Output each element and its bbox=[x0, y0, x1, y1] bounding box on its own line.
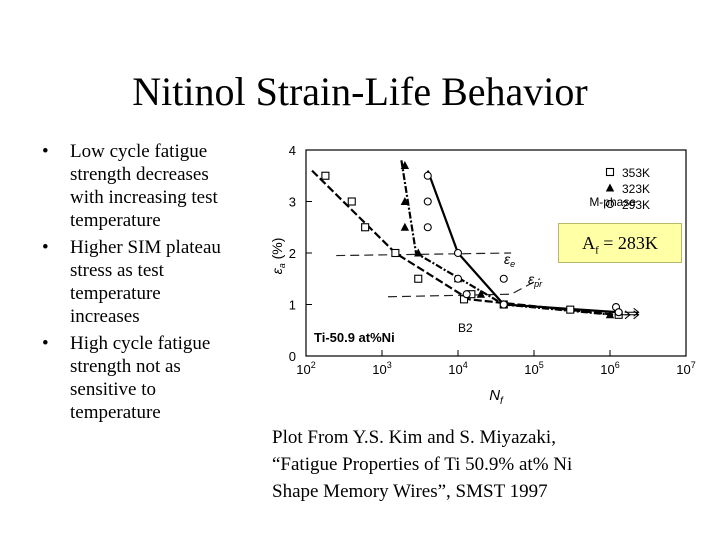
legend-label-323K: 323K bbox=[622, 182, 650, 196]
y-tick-label: 4 bbox=[289, 143, 296, 158]
bullet-text: Low cycle fatigue strength decreases wit… bbox=[70, 141, 218, 231]
af-callout-value: = 283K bbox=[598, 233, 658, 253]
strain-life-chart: 102 103 104 105 106 107 0 1 2 3 4 353K 323K 293K M-p… bbox=[262, 138, 702, 410]
caption-line: Shape Memory Wires”, SMST 1997 bbox=[272, 481, 548, 502]
x-tick-label: 103 bbox=[372, 360, 391, 377]
data-point-353K bbox=[566, 305, 575, 314]
data-point-293K bbox=[614, 308, 623, 317]
x-tick-label: 105 bbox=[524, 360, 543, 377]
slide-title: Nitinol Strain-Life Behavior bbox=[132, 69, 588, 114]
y-axis-label: εa (%) bbox=[269, 238, 287, 275]
data-point-293K bbox=[453, 248, 463, 258]
x-tick-label: 107 bbox=[676, 360, 695, 377]
eps-pr-subscript: pr bbox=[533, 279, 543, 289]
figure-caption: Plot From Y.S. Kim and S. Miyazaki, “Fat… bbox=[272, 424, 702, 505]
data-point-293K bbox=[423, 171, 432, 180]
data-point-293K bbox=[499, 300, 508, 309]
data-point-293K bbox=[453, 274, 463, 283]
bullet-item: • High cycle fatigue strength not as sens… bbox=[42, 332, 232, 424]
reference-line-eps_e bbox=[336, 252, 512, 257]
bullet-text: Higher SIM plateau stress as test temper… bbox=[70, 237, 221, 327]
y-axis-label-main: ε bbox=[269, 267, 285, 274]
data-point-353K bbox=[414, 274, 423, 283]
x-tick-label: 104 bbox=[448, 360, 467, 377]
data-point-353K bbox=[321, 171, 330, 180]
bullet-marker: • bbox=[42, 141, 49, 162]
data-point-323K bbox=[400, 222, 410, 231]
runout-arrow bbox=[624, 307, 640, 317]
af-callout: Af = 283K bbox=[558, 223, 682, 263]
y-axis-label-unit: (%) bbox=[269, 238, 285, 264]
eps-e-subscript: e bbox=[510, 259, 515, 269]
annotation-eps-pr: εpr bbox=[528, 271, 543, 289]
data-point-323K bbox=[476, 289, 486, 298]
bullet-list: • Low cycle fatigue strength decreases wi… bbox=[42, 140, 232, 428]
reference-line-eps_pr bbox=[388, 278, 541, 298]
data-point-353K bbox=[361, 223, 370, 232]
y-tick-label: 2 bbox=[289, 246, 296, 261]
y-tick-label: 0 bbox=[289, 349, 296, 364]
af-callout-prefix: A bbox=[582, 233, 596, 253]
eps-pr-symbol: ε bbox=[528, 271, 535, 287]
annotation-m-phase: M-phase bbox=[589, 195, 636, 209]
bullet-marker: • bbox=[42, 333, 49, 354]
data-point-353K bbox=[347, 197, 356, 206]
legend-label-293K: 293K bbox=[622, 198, 650, 212]
eps-e-symbol: ε bbox=[504, 251, 511, 267]
annotation-b2: B2 bbox=[458, 321, 473, 335]
bullet-marker: • bbox=[42, 237, 49, 258]
bullet-text: High cycle fatigue strength not as sensi… bbox=[70, 333, 211, 423]
chart-svg: 102 103 104 105 106 107 0 1 2 3 4 353K 323K 293K M-p… bbox=[269, 143, 696, 407]
af-callout-sub: f bbox=[595, 244, 599, 257]
x-tick-label: 102 bbox=[296, 360, 315, 377]
annotation-alloy: Ti-50.9 at%Ni bbox=[314, 330, 395, 345]
legend-marker-353K bbox=[605, 167, 615, 177]
caption-line: Plot From Y.S. Kim and S. Miyazaki, bbox=[272, 427, 556, 448]
caption-line: “Fatigue Properties of Ti 50.9% at% Ni bbox=[272, 454, 573, 475]
x-axis-label-sub: f bbox=[500, 396, 504, 407]
data-point-293K bbox=[462, 290, 471, 299]
y-axis-label-sub: a bbox=[277, 263, 287, 268]
y-tick-label: 1 bbox=[289, 298, 296, 313]
trend-line-293K bbox=[426, 170, 619, 314]
bullet-item: • Higher SIM plateau stress as test tempe… bbox=[42, 236, 232, 328]
x-tick-label: 106 bbox=[600, 360, 619, 377]
data-point-293K bbox=[423, 223, 432, 232]
annotation-eps-e: εe bbox=[504, 251, 515, 269]
data-point-353K bbox=[391, 248, 400, 258]
data-point-323K bbox=[414, 248, 423, 257]
legend-label-353K: 353K bbox=[622, 166, 650, 180]
y-tick-label: 3 bbox=[289, 195, 296, 210]
data-point-323K bbox=[605, 310, 615, 319]
data-point-293K bbox=[499, 274, 508, 283]
x-axis-label-main: N bbox=[489, 387, 500, 404]
x-axis-label: Nf bbox=[489, 387, 504, 407]
bullet-item: • Low cycle fatigue strength decreases wi… bbox=[42, 140, 232, 232]
data-point-293K bbox=[423, 197, 432, 206]
data-point-323K bbox=[400, 160, 410, 169]
legend-marker-293K bbox=[605, 199, 615, 209]
legend-marker-323K bbox=[605, 183, 615, 192]
data-point-323K bbox=[400, 197, 410, 205]
